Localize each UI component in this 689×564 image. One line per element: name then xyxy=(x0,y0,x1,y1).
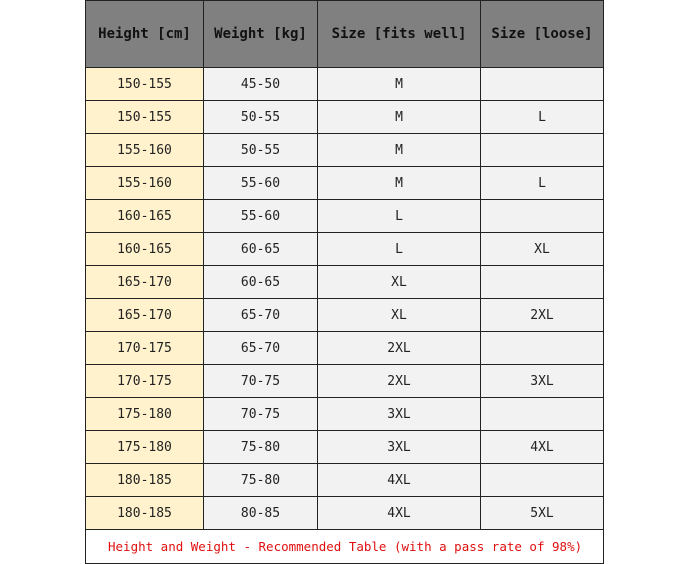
cell-size-loose xyxy=(480,265,604,299)
table-row: 165-170 65-70 XL 2XL xyxy=(85,298,604,332)
table-row: 175-180 70-75 3XL xyxy=(85,397,604,431)
cell-size-fits-well: M xyxy=(317,166,481,200)
cell-size-loose: 5XL xyxy=(480,496,604,530)
table-row: 160-165 55-60 L xyxy=(85,199,604,233)
cell-weight: 55-60 xyxy=(203,199,318,233)
cell-weight: 80-85 xyxy=(203,496,318,530)
cell-height: 165-170 xyxy=(85,298,204,332)
cell-weight: 70-75 xyxy=(203,364,318,398)
cell-height: 175-180 xyxy=(85,430,204,464)
cell-weight: 50-55 xyxy=(203,133,318,167)
table-row: 170-175 65-70 2XL xyxy=(85,331,604,365)
cell-height: 150-155 xyxy=(85,67,204,101)
cell-weight: 65-70 xyxy=(203,298,318,332)
header-row: Height [cm] Weight [kg] Size [fits well]… xyxy=(85,0,604,68)
table-row: 180-185 75-80 4XL xyxy=(85,463,604,497)
table-row: 155-160 55-60 M L xyxy=(85,166,604,200)
cell-height: 175-180 xyxy=(85,397,204,431)
table-row: 180-185 80-85 4XL 5XL xyxy=(85,496,604,530)
cell-height: 180-185 xyxy=(85,463,204,497)
cell-size-loose: L xyxy=(480,100,604,134)
cell-weight: 55-60 xyxy=(203,166,318,200)
table-row: 160-165 60-65 L XL xyxy=(85,232,604,266)
cell-size-fits-well: 4XL xyxy=(317,496,481,530)
header-height: Height [cm] xyxy=(85,0,204,68)
header-size-fits-well: Size [fits well] xyxy=(317,0,481,68)
cell-weight: 60-65 xyxy=(203,232,318,266)
cell-size-loose xyxy=(480,331,604,365)
cell-size-fits-well: XL xyxy=(317,265,481,299)
cell-height: 155-160 xyxy=(85,166,204,200)
cell-size-loose xyxy=(480,199,604,233)
cell-weight: 60-65 xyxy=(203,265,318,299)
table-row: 155-160 50-55 M xyxy=(85,133,604,167)
table-row: 150-155 45-50 M xyxy=(85,67,604,101)
cell-size-fits-well: 2XL xyxy=(317,331,481,365)
cell-weight: 70-75 xyxy=(203,397,318,431)
cell-height: 160-165 xyxy=(85,199,204,233)
table-row: 170-175 70-75 2XL 3XL xyxy=(85,364,604,398)
cell-size-fits-well: M xyxy=(317,133,481,167)
header-size-loose: Size [loose] xyxy=(480,0,604,68)
cell-size-loose xyxy=(480,463,604,497)
cell-weight: 45-50 xyxy=(203,67,318,101)
footer-row: Height and Weight - Recommended Table (w… xyxy=(85,529,604,564)
cell-size-fits-well: 4XL xyxy=(317,463,481,497)
cell-size-loose: 4XL xyxy=(480,430,604,464)
cell-weight: 75-80 xyxy=(203,463,318,497)
cell-size-loose: L xyxy=(480,166,604,200)
table-row: 175-180 75-80 3XL 4XL xyxy=(85,430,604,464)
cell-size-loose xyxy=(480,67,604,101)
cell-size-fits-well: L xyxy=(317,232,481,266)
cell-height: 165-170 xyxy=(85,265,204,299)
cell-size-loose: 3XL xyxy=(480,364,604,398)
cell-size-fits-well: 2XL xyxy=(317,364,481,398)
cell-size-fits-well: 3XL xyxy=(317,397,481,431)
cell-size-loose: XL xyxy=(480,232,604,266)
cell-size-fits-well: L xyxy=(317,199,481,233)
size-chart-table: Height [cm] Weight [kg] Size [fits well]… xyxy=(85,0,604,564)
cell-size-fits-well: 3XL xyxy=(317,430,481,464)
table-caption: Height and Weight - Recommended Table (w… xyxy=(85,529,604,564)
cell-weight: 65-70 xyxy=(203,331,318,365)
cell-height: 160-165 xyxy=(85,232,204,266)
table-row: 165-170 60-65 XL xyxy=(85,265,604,299)
cell-height: 180-185 xyxy=(85,496,204,530)
table-row: 150-155 50-55 M L xyxy=(85,100,604,134)
cell-height: 170-175 xyxy=(85,364,204,398)
cell-height: 155-160 xyxy=(85,133,204,167)
cell-size-fits-well: M xyxy=(317,67,481,101)
header-weight: Weight [kg] xyxy=(203,0,318,68)
cell-height: 170-175 xyxy=(85,331,204,365)
cell-size-fits-well: M xyxy=(317,100,481,134)
cell-weight: 75-80 xyxy=(203,430,318,464)
cell-size-loose xyxy=(480,133,604,167)
cell-size-loose xyxy=(480,397,604,431)
cell-weight: 50-55 xyxy=(203,100,318,134)
cell-size-fits-well: XL xyxy=(317,298,481,332)
cell-size-loose: 2XL xyxy=(480,298,604,332)
cell-height: 150-155 xyxy=(85,100,204,134)
